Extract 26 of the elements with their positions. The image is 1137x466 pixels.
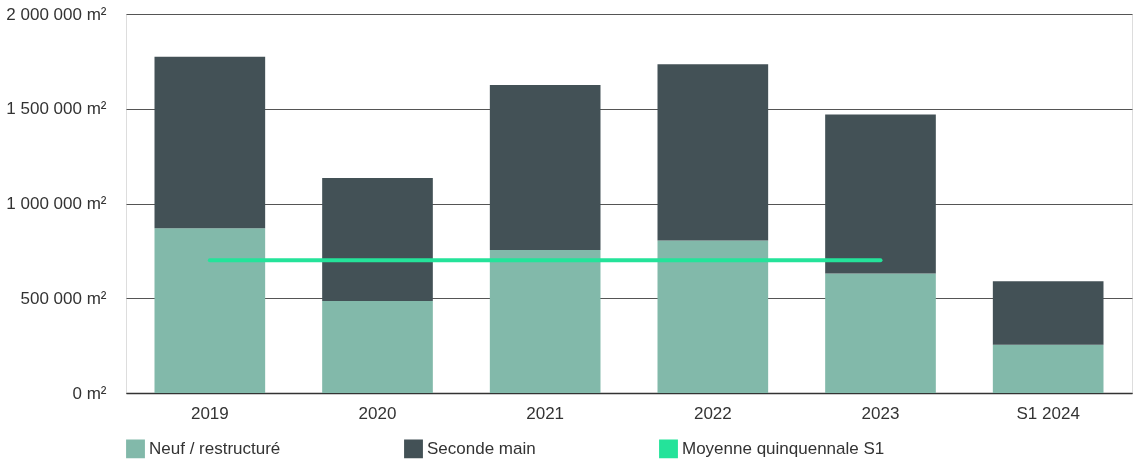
x-tick-label: 2020 xyxy=(358,403,397,423)
bar xyxy=(322,301,433,393)
y-tick-label: 1 000 000 m² xyxy=(6,194,107,213)
y-tick-label: 2 000 000 m² xyxy=(6,4,107,24)
bar xyxy=(657,64,769,241)
bar xyxy=(992,344,1104,393)
bar xyxy=(489,249,601,393)
bar xyxy=(825,114,936,274)
x-tick-label: 2019 xyxy=(190,403,229,423)
bar xyxy=(154,56,266,229)
legend-label: Moyenne quinquennale S1 xyxy=(682,438,885,458)
x-tick-label: 2023 xyxy=(861,403,900,423)
x-tick-label: 2021 xyxy=(526,403,565,423)
bar xyxy=(322,177,433,302)
y-tick-label: 500 000 m² xyxy=(20,288,107,308)
y-tick-label: 0 m² xyxy=(72,383,107,403)
bar xyxy=(825,273,936,393)
x-tick-label: 2022 xyxy=(693,403,732,423)
bar xyxy=(992,281,1104,345)
legend-label: Neuf / restructuré xyxy=(149,438,281,458)
bar xyxy=(154,228,266,393)
y-tick-label: 1 500 000 m² xyxy=(6,99,107,119)
legend-label: Seconde main xyxy=(427,438,536,458)
bar xyxy=(657,240,769,393)
bar xyxy=(489,85,601,250)
x-tick-label: S1 2024 xyxy=(1016,403,1080,423)
